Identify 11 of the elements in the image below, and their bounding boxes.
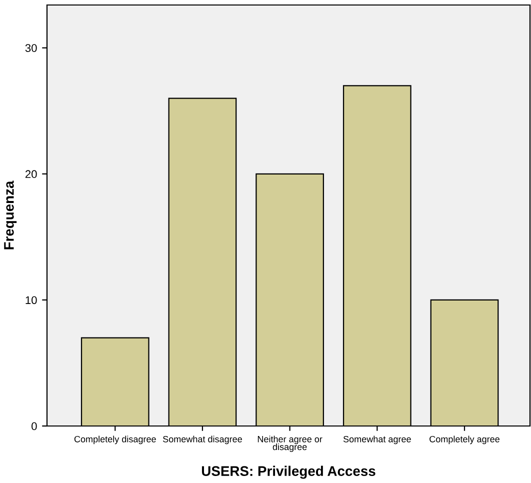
x-tick-label: Somewhat agree — [343, 436, 411, 444]
y-tick-label: 10 — [26, 296, 37, 304]
x-axis-title: USERS: Privileged Access — [202, 466, 376, 479]
x-tick-label: Neither agree or disagree — [258, 436, 322, 452]
x-tick-label: Completely agree — [430, 436, 500, 444]
x-tick-label: Somewhat disagree — [162, 436, 242, 444]
y-axis-title: Frequenza — [4, 180, 17, 250]
y-tick-label: 0 — [32, 422, 37, 430]
y-tick-label: 20 — [25, 170, 37, 178]
x-tick-label: Completely disagree — [74, 436, 156, 444]
y-tick-label: 30 — [25, 44, 37, 52]
